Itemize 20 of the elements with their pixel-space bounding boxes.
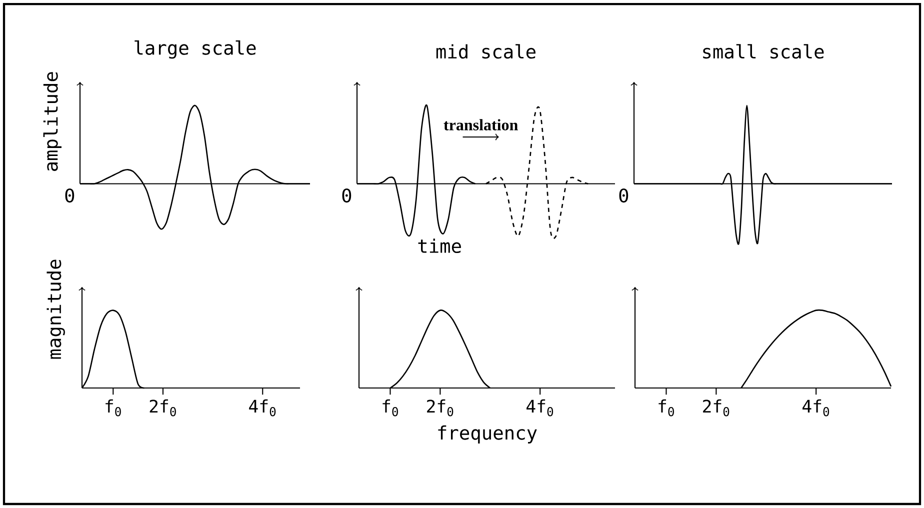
x-tick-label: 2f$_{0}$ [427,399,454,416]
text: 0 [342,188,352,203]
y-axis-title: amplitude [43,72,62,171]
annotation: translation [444,119,518,130]
x-axis-title: time [418,238,461,254]
x-tick-label: 4f$_{0}$ [526,399,554,416]
chart-title: mid scale [436,44,536,59]
chart-title: large scale [134,40,256,59]
x-tick-label: 2f$_{0}$ [150,399,176,416]
chart-title: small scale [703,44,824,59]
x-tick-label: f$_{0}$ [106,399,121,416]
x-axis-title: frequency [438,425,537,444]
x-tick-label: f$_{0}$ [658,399,674,416]
x-tick-label: 2f$_{0}$ [703,399,730,416]
x-tick-label: 4f$_{0}$ [249,399,276,416]
x-tick-label: 4f$_{0}$ [802,399,830,416]
y-axis-title: magnitude [46,260,65,359]
text: 0 [619,188,628,203]
text: 0 [65,188,74,203]
x-tick-label: f$_{0}$ [382,399,398,416]
